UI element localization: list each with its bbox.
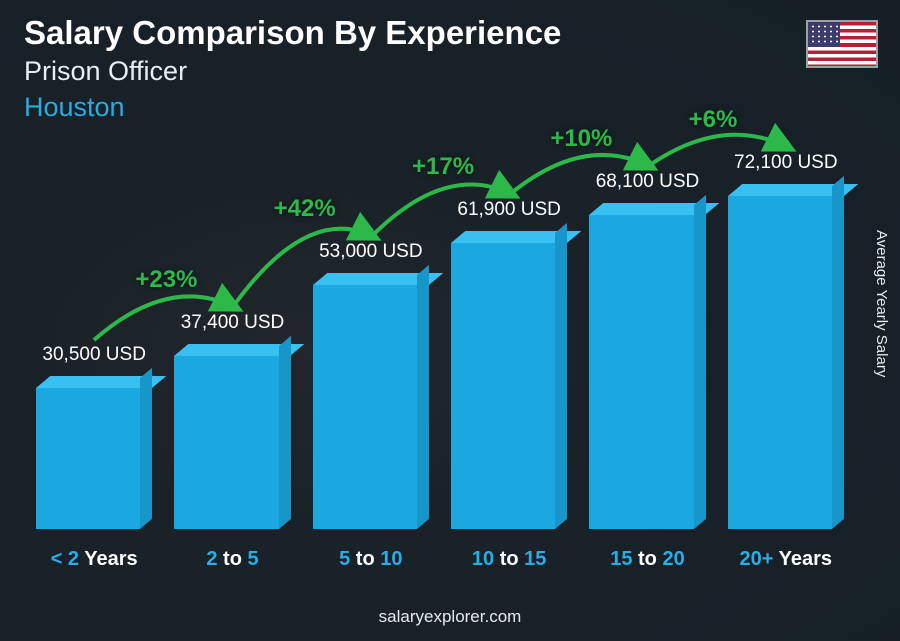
x-label: 20+ Years [728, 548, 844, 571]
bar-4: 68,100 USD [589, 160, 705, 529]
increase-pct: +17% [412, 153, 474, 181]
bar-5: 72,100 USD [728, 160, 844, 529]
us-flag-icon [806, 20, 878, 68]
bar-shape [36, 388, 152, 529]
y-axis-label: Average Yearly Salary [873, 230, 890, 377]
x-label: 15 to 20 [589, 548, 705, 571]
increase-pct: +10% [550, 125, 612, 153]
bar-value-label: 30,500 USD [1, 344, 187, 366]
chart-title: Salary Comparison By Experience [24, 14, 561, 52]
bar-value-label: 72,100 USD [693, 152, 879, 174]
bar-0: 30,500 USD [36, 160, 152, 529]
bar-3: 61,900 USD [451, 160, 567, 529]
chart-city: Houston [24, 92, 125, 123]
bar-chart: 30,500 USD37,400 USD53,000 USD61,900 USD… [30, 160, 850, 571]
increase-pct: +6% [689, 106, 738, 134]
increase-pct: +42% [274, 195, 336, 223]
bar-value-label: 53,000 USD [278, 241, 464, 263]
x-label: 2 to 5 [174, 548, 290, 571]
x-label: < 2 Years [36, 548, 152, 571]
bar-shape [451, 243, 567, 529]
bar-value-label: 61,900 USD [416, 199, 602, 221]
infographic-stage: Salary Comparison By Experience Prison O… [0, 0, 900, 641]
bar-shape [728, 196, 844, 529]
increase-pct: +23% [135, 266, 197, 294]
bar-shape [589, 215, 705, 529]
bar-value-label: 68,100 USD [554, 171, 740, 193]
bar-shape [313, 285, 429, 529]
x-label: 5 to 10 [313, 548, 429, 571]
bar-shape [174, 356, 290, 529]
footer-credit: salaryexplorer.com [0, 607, 900, 627]
x-label: 10 to 15 [451, 548, 567, 571]
chart-subtitle: Prison Officer [24, 56, 187, 87]
bar-value-label: 37,400 USD [139, 312, 325, 334]
